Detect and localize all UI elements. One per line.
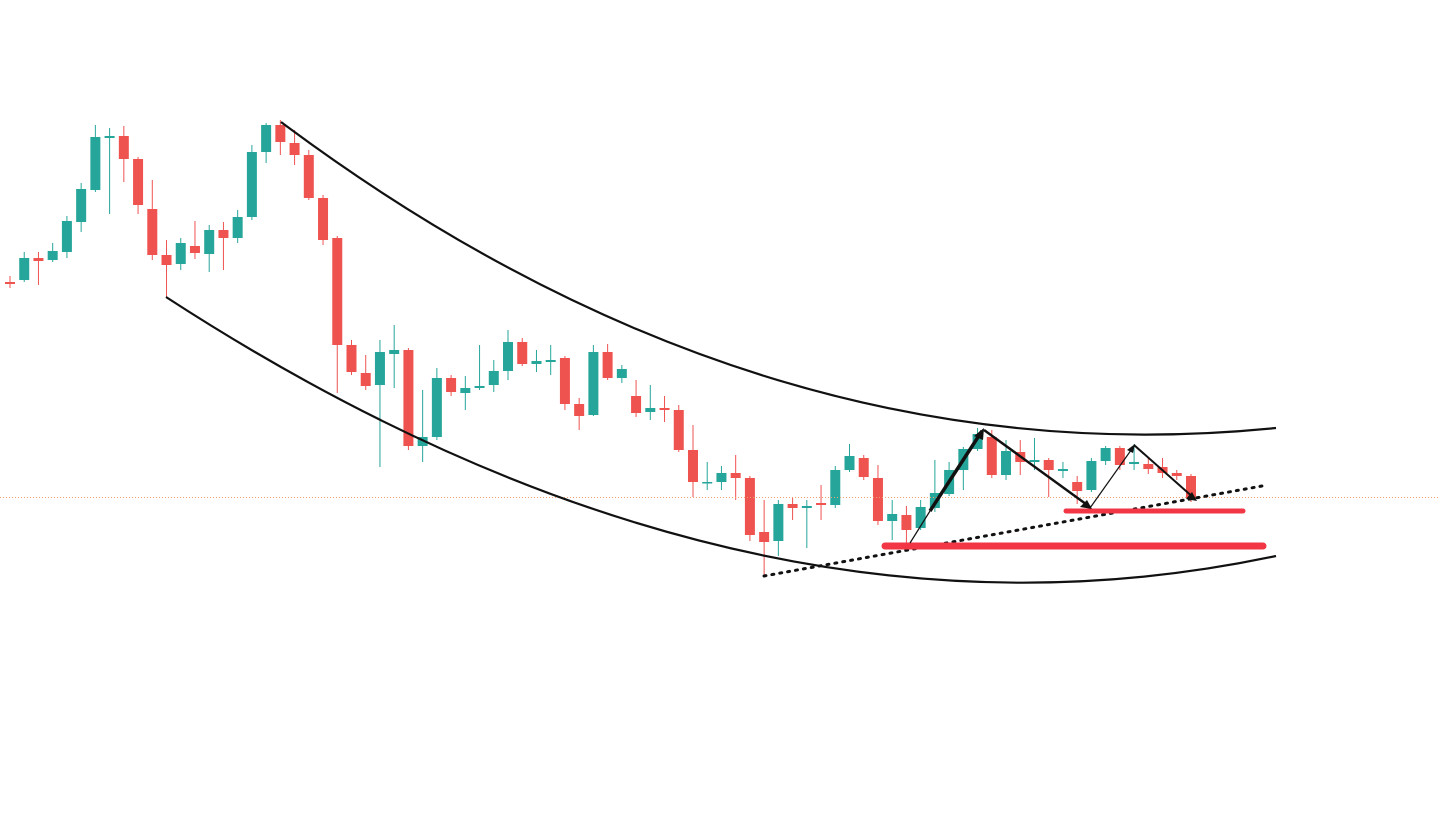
- candle-body: [5, 282, 15, 284]
- arrow-head: [974, 428, 984, 440]
- candle-body: [901, 515, 912, 530]
- candle-body: [531, 361, 542, 364]
- candle-body: [972, 434, 983, 449]
- candle-body: [389, 350, 400, 354]
- candle-body: [673, 410, 684, 450]
- candle-body: [659, 408, 670, 410]
- candle-body: [1029, 460, 1040, 462]
- candle-body: [474, 386, 485, 388]
- candle-body: [61, 221, 72, 252]
- candle-body: [602, 352, 613, 378]
- candle-body: [1043, 460, 1054, 470]
- candle-body: [830, 470, 841, 505]
- candle-body: [787, 504, 798, 508]
- candle-body: [645, 408, 656, 412]
- candle-body: [218, 230, 229, 238]
- candle-body: [588, 352, 599, 415]
- candle-body: [246, 152, 257, 217]
- candle-body: [986, 437, 997, 475]
- candle-body: [1143, 464, 1154, 469]
- candle-body: [844, 456, 855, 470]
- candle-body: [631, 396, 642, 413]
- candle-body: [189, 246, 200, 253]
- arrow: [983, 428, 1091, 509]
- candle-body: [431, 378, 442, 437]
- candle-body: [545, 360, 556, 362]
- upper-curve: [280, 121, 1277, 436]
- arrow: [1089, 445, 1135, 509]
- candle-body: [702, 482, 713, 484]
- candle-body: [872, 478, 883, 521]
- candle-body: [446, 378, 457, 392]
- candle-body: [1186, 476, 1196, 498]
- candle-body: [1086, 461, 1097, 490]
- candles: [5, 120, 1196, 577]
- candle-body: [289, 143, 300, 155]
- candle-body: [730, 473, 741, 478]
- candle-body: [1129, 462, 1140, 464]
- candle-body: [332, 238, 343, 345]
- arrow-head: [1080, 500, 1092, 509]
- candle-body: [76, 189, 87, 222]
- candle-body: [90, 137, 101, 190]
- candle-body: [118, 136, 129, 159]
- candle-body: [161, 255, 172, 265]
- candle-body: [1072, 482, 1083, 491]
- candle-body: [19, 258, 30, 280]
- candle-body: [1057, 469, 1068, 471]
- candle-body: [33, 258, 44, 261]
- candle-body: [503, 342, 514, 371]
- candle-body: [204, 230, 215, 254]
- candle-body: [887, 514, 898, 521]
- candle-body: [759, 532, 770, 542]
- candle-body: [517, 342, 528, 364]
- arrow-head: [1127, 444, 1135, 453]
- candle-body: [1171, 473, 1182, 476]
- candle-body: [858, 458, 869, 477]
- candle-body: [175, 243, 186, 264]
- candle-body: [104, 136, 115, 138]
- arrow: [928, 430, 984, 512]
- candle-body: [744, 478, 755, 535]
- candle-body: [232, 217, 243, 238]
- candle-body: [47, 251, 58, 260]
- candle-body: [403, 350, 414, 446]
- candle-body: [1001, 451, 1012, 475]
- candle-body: [488, 371, 499, 385]
- candle-body: [616, 369, 627, 378]
- arrow-head: [1186, 492, 1197, 501]
- arrow: [909, 510, 931, 544]
- candle-body: [303, 155, 314, 198]
- candle-body: [147, 209, 158, 255]
- candle-body: [346, 345, 357, 372]
- candle-body: [1100, 448, 1111, 461]
- candle-body: [1114, 448, 1125, 465]
- candle-body: [360, 373, 371, 386]
- candle-body: [915, 507, 926, 528]
- candle-body: [460, 388, 471, 393]
- candle-body: [574, 404, 585, 416]
- candle-body: [816, 503, 827, 505]
- lower-curve: [165, 296, 1277, 584]
- candle-body: [261, 125, 272, 152]
- candle-body: [374, 352, 385, 385]
- candle-body: [559, 358, 570, 404]
- candle-body: [773, 504, 784, 541]
- candle-body: [716, 473, 727, 482]
- candle-body: [801, 506, 812, 508]
- candle-body: [275, 125, 286, 142]
- arrow: [1133, 444, 1196, 500]
- candle-body: [687, 450, 698, 482]
- candle-body: [318, 198, 329, 240]
- candle-body: [133, 159, 144, 205]
